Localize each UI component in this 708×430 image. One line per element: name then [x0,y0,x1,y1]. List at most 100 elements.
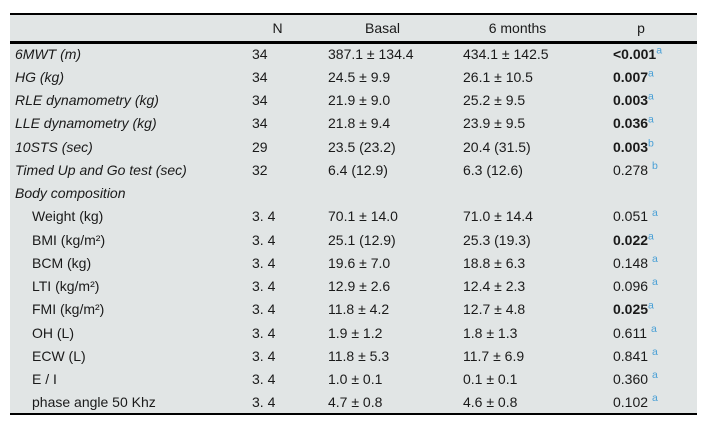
p-value: 0.007 [613,68,649,85]
row-label: phase angle 50 Khz [32,393,156,410]
row-basal-value: 11.8 ± 5.3 [328,347,390,364]
row-6-months-value: 434.1 ± 142.5 [463,46,549,63]
p-superscript: a [652,392,658,405]
header-6-months: 6 months [450,14,585,44]
row-p-cell: 0.102 a [585,391,697,414]
row-6-months-value [450,182,585,205]
row-p-cell: 0.025a [585,298,697,321]
row-6-months-value: 11.7 ± 6.9 [463,347,525,364]
row-basal-value: 70.1 ± 14.0 [328,208,398,225]
results-table-container: N Basal 6 months p 6MWT (m) 34 387.1 ± 1… [10,13,697,415]
p-superscript: b [648,136,654,149]
p-value: 0.003 [613,92,649,109]
row-label: 10STS (sec) [15,138,93,155]
p-superscript: a [648,67,654,80]
row-basal-value: 1.0 ± 0.1 [328,371,383,388]
row-label: ECW (L) [32,347,86,364]
row-n-value: 34 [252,68,268,85]
row-6-months-value: 25.2 ± 9.5 [463,92,526,109]
p-superscript: a [652,206,658,219]
header-basal: Basal [315,14,450,44]
row-label: BMI (kg/m²) [32,231,106,248]
row-p-cell: 0.278 b [585,158,697,181]
row-label: 6MWT (m) [15,46,82,63]
row-n-value: 3. 4 [252,371,276,388]
header-p: p [585,14,697,44]
row-n-value: 29 [252,138,268,155]
row-n-value [240,182,315,205]
p-value: 0.360 [613,371,649,388]
p-value: 0.148 [613,254,649,271]
row-6-months-value: 6.3 (12.6) [463,161,523,178]
p-value: 0.022 [613,231,649,248]
p-value: 0.036 [613,115,649,132]
header-row: N Basal 6 months p [10,14,697,44]
row-p-cell [585,182,697,205]
row-basal-value [315,182,450,205]
row-basal-value: 25.1 (12.9) [328,231,396,248]
row-basal-value: 12.9 ± 2.6 [328,278,391,295]
results-table-body: 6MWT (m) 34 387.1 ± 134.4 434.1 ± 142.5 … [10,42,697,414]
p-superscript: a [652,253,658,266]
header-n: N [240,14,315,44]
row-6-months-value: 0.1 ± 0.1 [463,371,518,388]
p-superscript: a [648,90,654,103]
row-n-value: 3. 4 [252,254,276,271]
p-value: 0.051 [613,208,649,225]
row-6-months-value: 20.4 (31.5) [463,138,531,155]
p-value: 0.102 [613,393,649,410]
row-basal-value: 21.8 ± 9.4 [328,115,391,132]
row-basal-value: 4.7 ± 0.8 [328,393,383,410]
row-label: LTI (kg/m²) [32,278,100,295]
table-row: HG (kg) 34 24.5 ± 9.9 26.1 ± 10.5 0.007a [10,65,697,88]
row-n-value: 3. 4 [252,208,276,225]
table-row: LTI (kg/m²) 3. 4 12.9 ± 2.6 12.4 ± 2.3 0… [10,275,697,298]
p-value: 0.003 [613,138,649,155]
table-row: Timed Up and Go test (sec) 32 6.4 (12.9)… [10,158,697,181]
row-basal-value: 11.8 ± 4.2 [328,301,390,318]
row-n-value: 3. 4 [252,347,276,364]
table-row: BCM (kg) 3. 4 19.6 ± 7.0 18.8 ± 6.3 0.14… [10,251,697,274]
header-parameter [10,14,240,44]
table-row: Body composition [10,182,697,205]
row-label: Weight (kg) [32,208,104,225]
p-superscript: a [652,346,658,359]
row-n-value: 34 [252,92,268,109]
row-6-months-value: 4.6 ± 0.8 [463,393,518,410]
row-6-months-value: 12.4 ± 2.3 [463,278,526,295]
row-p-cell: 0.360 a [585,368,697,391]
row-label: FMI (kg/m²) [32,301,105,318]
table-row: BMI (kg/m²) 3. 4 25.1 (12.9) 25.3 (19.3)… [10,228,697,251]
row-label: LLE dynamometry (kg) [15,115,157,132]
p-value: 0.278 [613,161,649,178]
results-table: N Basal 6 months p 6MWT (m) 34 387.1 ± 1… [10,13,697,415]
row-n-value: 32 [252,161,268,178]
p-superscript: a [652,369,658,382]
table-row: 6MWT (m) 34 387.1 ± 134.4 434.1 ± 142.5 … [10,42,697,65]
row-p-cell: 0.022a [585,228,697,251]
row-basal-value: 24.5 ± 9.9 [328,68,391,85]
row-p-cell: 0.841 a [585,344,697,367]
row-label: E / I [32,371,57,388]
row-label: BCM (kg) [32,254,92,271]
row-6-months-value: 25.3 (19.3) [463,231,531,248]
p-value: 0.025 [613,301,649,318]
row-basal-value: 387.1 ± 134.4 [328,46,414,63]
p-value: 0.611 [613,324,647,341]
table-row: E / I 3. 4 1.0 ± 0.1 0.1 ± 0.1 0.360 a [10,368,697,391]
p-superscript: a [652,276,658,289]
row-6-months-value: 71.0 ± 14.4 [463,208,533,225]
row-p-cell: 0.003b [585,135,697,158]
row-basal-value: 1.9 ± 1.2 [328,324,383,341]
row-p-cell: 0.036a [585,112,697,135]
row-label: HG (kg) [15,68,64,85]
row-6-months-value: 23.9 ± 9.5 [463,115,526,132]
row-label: Timed Up and Go test (sec) [15,161,187,178]
p-value: 0.841 [613,347,649,364]
p-value: 0.096 [613,278,649,295]
row-basal-value: 19.6 ± 7.0 [328,254,391,271]
table-row: 10STS (sec) 29 23.5 (23.2) 20.4 (31.5) 0… [10,135,697,158]
row-6-months-value: 1.8 ± 1.3 [463,324,518,341]
p-superscript: a [648,299,654,312]
row-n-value: 34 [252,46,268,63]
